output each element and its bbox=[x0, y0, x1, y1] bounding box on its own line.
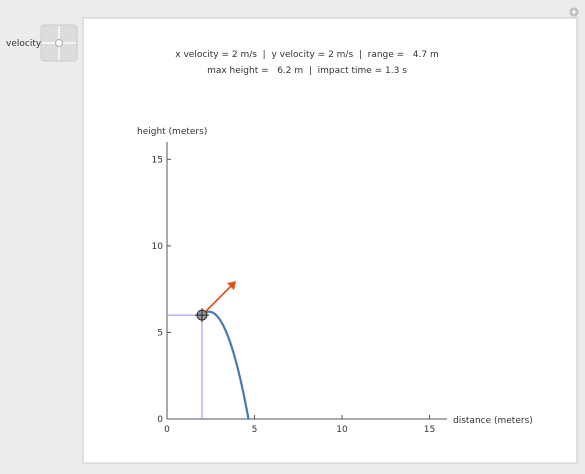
control-label: velocity bbox=[6, 39, 42, 49]
x-tick-label: 10 bbox=[336, 425, 348, 435]
x-tick-label: 15 bbox=[424, 425, 435, 435]
readout-line: x velocity = 2 m/s | y velocity = 2 m/s … bbox=[175, 50, 438, 60]
x-axis-label: distance (meters) bbox=[453, 416, 533, 426]
crosshair bbox=[195, 308, 209, 323]
y-tick-label: 0 bbox=[157, 415, 163, 425]
y-axis-label: height (meters) bbox=[137, 127, 207, 137]
content-panel bbox=[82, 17, 578, 464]
x-tick-label: 5 bbox=[252, 425, 258, 435]
arrow-head bbox=[227, 281, 236, 291]
y-tick-label: 10 bbox=[152, 242, 164, 252]
slider-thumb[interactable] bbox=[55, 39, 63, 47]
x-tick-label: 0 bbox=[164, 425, 170, 435]
plot: 0 5 10 15 0 5 10 15 distance (meters) height (met… bbox=[137, 127, 533, 435]
y-tick-label: 5 bbox=[157, 328, 163, 338]
velocity-arrow bbox=[201, 285, 232, 316]
plus-icon bbox=[571, 9, 577, 15]
y-tick-label: 15 bbox=[152, 155, 163, 165]
readout-line: max height = 6.2 m | impact time = 1.3 s bbox=[207, 66, 407, 76]
trajectory bbox=[201, 310, 250, 420]
